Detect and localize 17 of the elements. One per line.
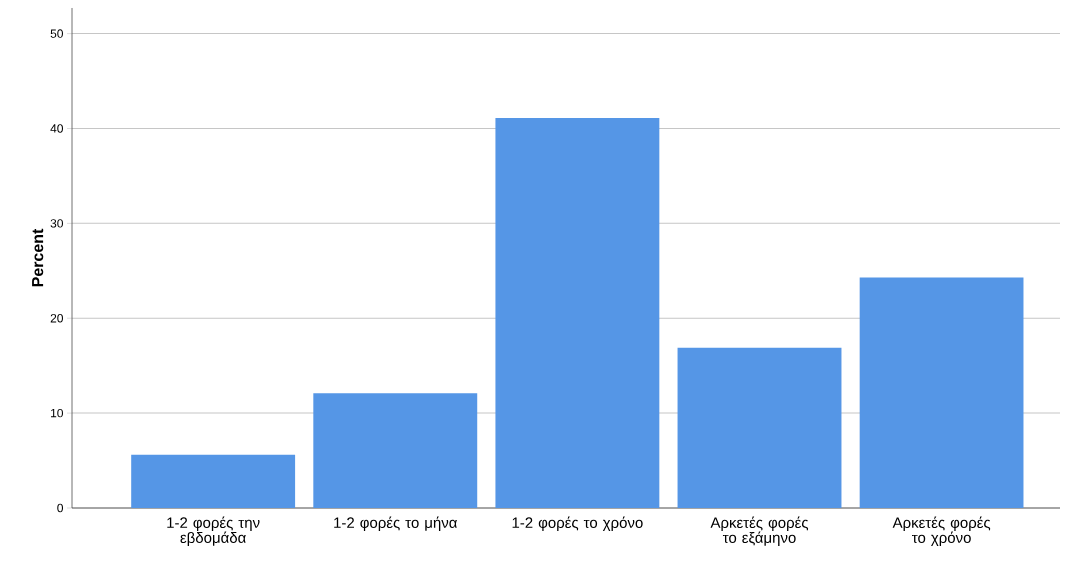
y-tick-label: 50	[50, 29, 64, 38]
x-tick-label: 1-2 φορές την εβδομάδα	[167, 516, 260, 546]
x-tick-label: Αρκετές φορές το χρόνο	[892, 516, 991, 546]
y-axis-title: Percent	[32, 228, 44, 287]
y-tick-label: 20	[50, 314, 64, 323]
bar	[131, 454, 296, 508]
x-tick-label: 1-2 φορές το μήνα	[334, 516, 458, 531]
bar	[677, 347, 842, 508]
x-tick-label: Αρκετές φορές το εξάμηνο	[710, 516, 809, 546]
bar	[313, 393, 478, 508]
y-tick-label: 40	[50, 124, 64, 133]
y-tick-label: 30	[50, 219, 64, 228]
bar	[495, 118, 660, 508]
y-tick-label: 0	[57, 503, 64, 513]
y-tick-label: 10	[51, 408, 64, 418]
x-tick-label: 1-2 φορές το χρόνο	[512, 516, 643, 531]
bar	[859, 277, 1024, 508]
